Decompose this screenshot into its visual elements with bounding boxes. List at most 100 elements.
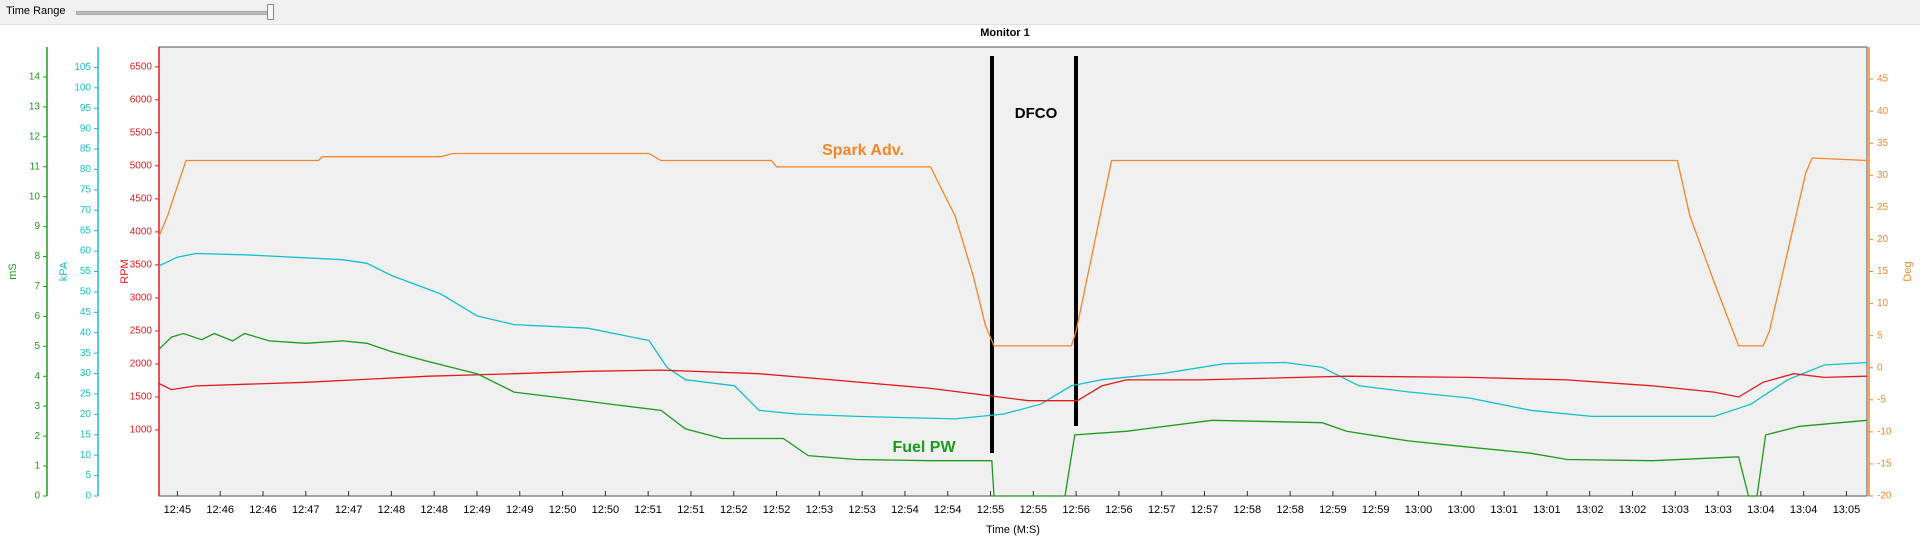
x-tick-label: 12:47 <box>292 504 320 516</box>
annotation: Fuel PW <box>892 439 956 456</box>
y-axis-label: mS <box>7 263 19 280</box>
y-tick-label: 13 <box>29 102 41 113</box>
y-tick-label: 20 <box>80 409 92 420</box>
series-line <box>158 152 1868 347</box>
y-tick-label: 40 <box>80 327 92 338</box>
annotation: Spark Adv. <box>822 142 904 159</box>
y-tick-label: 50 <box>80 287 92 298</box>
x-tick-label: 12:52 <box>720 504 748 516</box>
y-tick-label: 2500 <box>130 326 153 337</box>
y-tick-label: 10 <box>80 450 92 461</box>
y-tick-label: -20 <box>1877 491 1892 502</box>
x-tick-label: 12:59 <box>1319 504 1347 516</box>
y-axis-label: RPM <box>119 259 131 283</box>
y-tick-label: 1500 <box>130 392 153 403</box>
x-tick-label: 13:02 <box>1576 504 1604 516</box>
x-tick-label: 12:46 <box>249 504 277 516</box>
time-range-label: Time Range <box>6 5 66 17</box>
y-tick-label: 11 <box>30 161 41 172</box>
y-tick-label: 30 <box>1877 170 1889 181</box>
y-tick-label: 0 <box>1877 362 1883 373</box>
y-tick-label: 14 <box>29 72 41 83</box>
chart: Monitor 1 Time (M:S) Spark Adv. DFCO Fue… <box>7 27 1914 536</box>
y-tick-label: 30 <box>80 368 92 379</box>
x-tick-label: 13:02 <box>1619 504 1647 516</box>
x-tick-label: 12:57 <box>1148 504 1176 516</box>
x-tick-label: 12:54 <box>934 504 962 516</box>
y-tick-label: 45 <box>80 307 92 318</box>
x-tick-label: 13:03 <box>1662 504 1690 516</box>
y-tick-label: 100 <box>74 82 91 93</box>
y-tick-label: 35 <box>80 348 92 359</box>
y-tick-label: 15 <box>80 429 92 440</box>
y-tick-label: 10 <box>1877 298 1889 309</box>
x-tick-label: 12:49 <box>506 504 534 516</box>
x-tick-label: 12:56 <box>1062 504 1090 516</box>
annotation: DFCO <box>1015 105 1058 122</box>
x-tick-label: 12:59 <box>1362 504 1390 516</box>
y-tick-label: 6500 <box>130 61 153 72</box>
x-tick-label: 12:50 <box>549 504 577 516</box>
y-tick-label: 25 <box>1877 202 1889 213</box>
x-tick-label: 13:00 <box>1448 504 1476 516</box>
y-tick-label: 20 <box>1877 234 1889 245</box>
y-tick-label: 4500 <box>130 194 153 205</box>
y-tick-label: 55 <box>80 266 92 277</box>
x-tick-label: 13:04 <box>1747 504 1775 516</box>
y-axis-label: Deg <box>1902 261 1914 281</box>
toolbar: Time Range <box>0 0 1920 25</box>
x-tick-label: 12:51 <box>677 504 705 516</box>
y-axis-label: kPA <box>58 261 70 281</box>
x-tick-label: 12:49 <box>463 504 491 516</box>
x-tick-label: 12:55 <box>977 504 1005 516</box>
y-tick-label: 0 <box>34 491 40 502</box>
y-tick-label: 35 <box>1877 138 1889 149</box>
y-tick-label: 40 <box>1877 106 1889 117</box>
y-tick-label: 7 <box>34 281 40 292</box>
y-tick-label: 45 <box>1877 74 1889 85</box>
series-line <box>158 369 1868 402</box>
x-tick-label: 12:53 <box>848 504 876 516</box>
slider-thumb[interactable] <box>267 4 274 20</box>
x-tick-label: 13:01 <box>1490 504 1518 516</box>
y-tick-label: 5 <box>85 470 91 481</box>
x-tick-label: 12:53 <box>806 504 834 516</box>
y-tick-label: 65 <box>80 225 92 236</box>
y-tick-label: 85 <box>80 144 92 155</box>
y-tick-label: 75 <box>80 185 92 196</box>
y-tick-label: 5000 <box>130 160 153 171</box>
y-tick-label: 3 <box>34 401 40 412</box>
x-tick-label: 13:00 <box>1405 504 1433 516</box>
y-tick-label: 3000 <box>130 293 153 304</box>
y-tick-label: 1000 <box>130 425 153 436</box>
y-tick-label: 15 <box>1877 266 1889 277</box>
x-tick-label: 12:55 <box>1020 504 1048 516</box>
x-tick-label: 12:47 <box>335 504 363 516</box>
time-range-slider[interactable] <box>76 11 271 15</box>
x-tick-label: 12:45 <box>164 504 192 516</box>
y-tick-label: 2000 <box>130 359 153 370</box>
x-tick-label: 13:03 <box>1704 504 1732 516</box>
y-tick-label: 25 <box>80 389 92 400</box>
x-tick-label: 12:54 <box>891 504 919 516</box>
y-tick-label: 60 <box>80 246 92 257</box>
y-tick-label: 10 <box>29 191 41 202</box>
x-tick-label: 13:01 <box>1533 504 1561 516</box>
y-tick-label: 70 <box>80 205 92 216</box>
series-line <box>158 332 1868 497</box>
plot-area <box>158 46 1868 497</box>
x-tick-label: 12:46 <box>206 504 234 516</box>
y-tick-label: 80 <box>80 164 92 175</box>
y-tick-label: 6 <box>34 311 40 322</box>
x-tick-label: 12:50 <box>592 504 620 516</box>
x-tick-label: 12:51 <box>634 504 662 516</box>
y-tick-label: 8 <box>34 251 40 262</box>
x-tick-label: 13:04 <box>1790 504 1818 516</box>
x-tick-label: 12:56 <box>1105 504 1133 516</box>
x-tick-label: 13:05 <box>1833 504 1861 516</box>
y-tick-label: 0 <box>85 491 91 502</box>
y-tick-label: -15 <box>1877 459 1892 470</box>
y-tick-label: 12 <box>29 131 41 142</box>
x-tick-label: 12:48 <box>420 504 448 516</box>
x-tick-label: 12:52 <box>763 504 791 516</box>
